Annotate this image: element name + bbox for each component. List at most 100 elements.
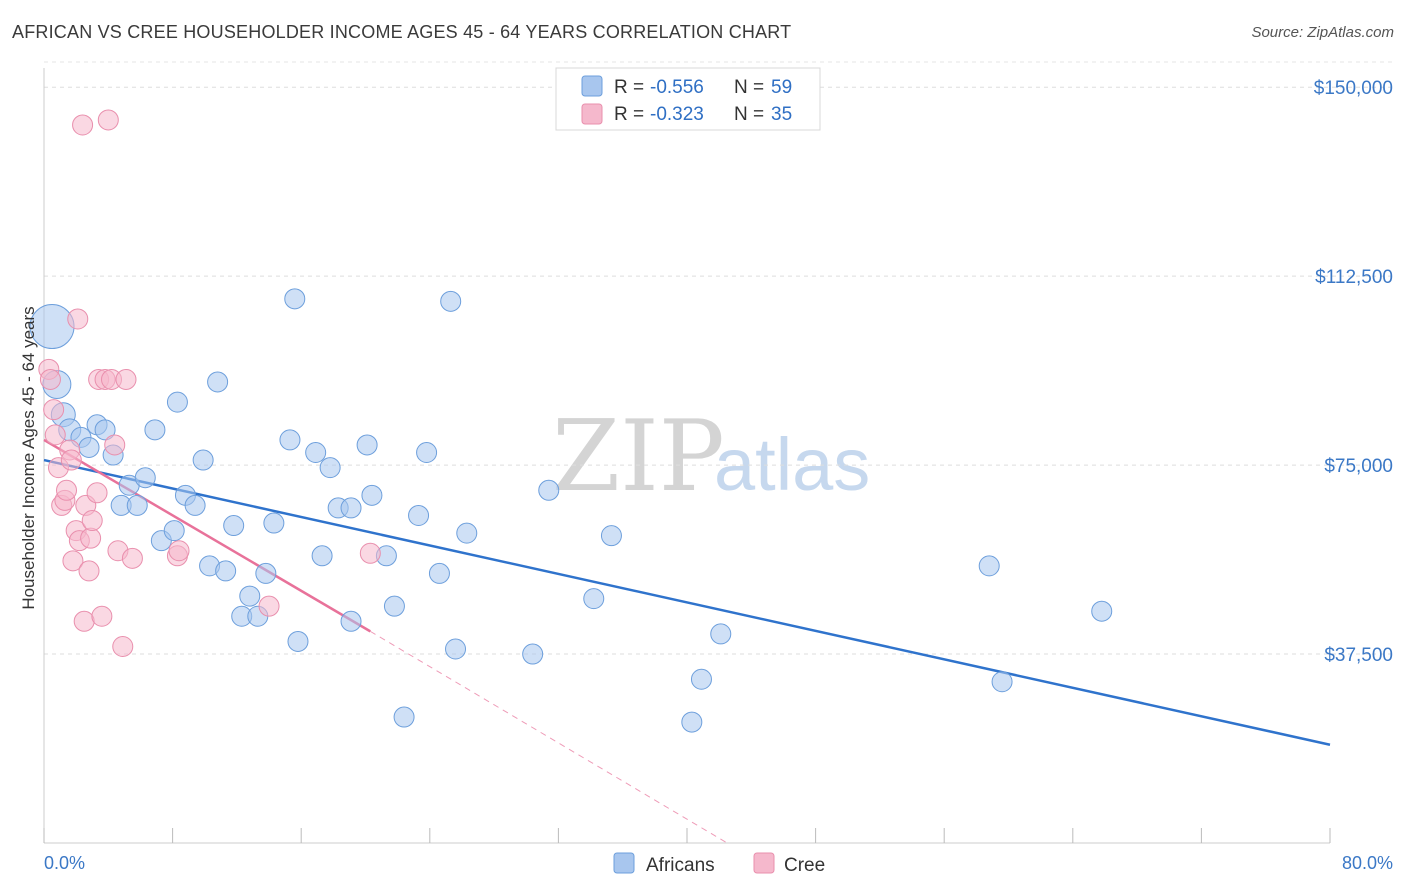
point-africans bbox=[78, 436, 100, 458]
point-africans bbox=[311, 545, 333, 567]
point-cree bbox=[60, 449, 82, 471]
point-africans bbox=[356, 434, 378, 456]
point-africans bbox=[94, 419, 116, 441]
point-africans bbox=[991, 671, 1013, 693]
trend-line-africans bbox=[43, 458, 1331, 746]
point-africans bbox=[192, 449, 214, 471]
y-axis-label: Householder Income Ages 45 - 64 years bbox=[19, 306, 38, 609]
point-africans bbox=[681, 711, 703, 733]
point-cree bbox=[72, 114, 94, 136]
point-africans bbox=[393, 706, 415, 728]
point-africans bbox=[207, 371, 229, 393]
y-tick-label: $112,500 bbox=[1315, 267, 1393, 288]
point-africans bbox=[134, 467, 156, 489]
point-cree bbox=[62, 550, 84, 572]
legend-n-value-africans: 59 bbox=[771, 77, 792, 98]
point-cree bbox=[258, 595, 280, 617]
watermark-atlas: atlas bbox=[714, 423, 870, 506]
point-cree bbox=[67, 308, 89, 330]
point-cree bbox=[44, 424, 66, 446]
point-cree bbox=[56, 479, 78, 501]
point-cree bbox=[91, 605, 113, 627]
trend-extension-cree bbox=[370, 630, 728, 844]
legend-n-label: N = bbox=[734, 77, 764, 98]
point-cree bbox=[97, 109, 119, 131]
legend-r-value-cree: -0.323 bbox=[650, 104, 704, 125]
point-africans bbox=[383, 595, 405, 617]
data-points bbox=[29, 109, 1113, 733]
point-africans bbox=[445, 638, 467, 660]
point-africans bbox=[361, 484, 383, 506]
point-cree bbox=[168, 540, 190, 562]
point-cree bbox=[115, 368, 137, 390]
point-cree bbox=[80, 527, 102, 549]
y-tick-label: $150,000 bbox=[1314, 78, 1393, 99]
trend-line-cree bbox=[43, 438, 371, 633]
point-africans bbox=[340, 610, 362, 632]
point-africans bbox=[305, 442, 327, 463]
point-africans bbox=[287, 630, 309, 652]
point-africans bbox=[163, 520, 185, 542]
point-cree bbox=[39, 368, 61, 390]
legend-swatch-cree bbox=[581, 103, 603, 125]
point-cree bbox=[359, 542, 381, 564]
watermark-zip: ZIP bbox=[552, 400, 725, 514]
point-africans bbox=[319, 457, 341, 479]
bottom-legend-africans: Africans bbox=[646, 855, 715, 876]
y-tick-labels: $37,500 $75,000 $112,500 $150,000 bbox=[1314, 78, 1393, 666]
bottom-legend: Africans Cree bbox=[613, 852, 825, 876]
point-africans bbox=[690, 668, 712, 690]
legend-r-label: R = bbox=[614, 77, 644, 98]
trend-lines bbox=[43, 438, 1331, 844]
x-tick-label-min: 0.0% bbox=[44, 853, 85, 873]
point-africans bbox=[522, 643, 544, 665]
point-africans bbox=[239, 585, 261, 607]
legend-n-label: N = bbox=[734, 104, 764, 125]
point-africans bbox=[126, 494, 148, 516]
point-africans bbox=[279, 429, 301, 451]
point-cree bbox=[86, 482, 108, 504]
bottom-legend-cree: Cree bbox=[784, 855, 825, 876]
point-africans bbox=[428, 562, 450, 584]
point-africans bbox=[600, 525, 622, 547]
legend-swatch-africans bbox=[581, 75, 603, 97]
bottom-legend-swatch-africans bbox=[613, 852, 635, 874]
point-africans bbox=[710, 623, 732, 645]
point-cree bbox=[121, 547, 143, 569]
point-africans bbox=[978, 555, 1000, 577]
point-cree bbox=[78, 560, 100, 582]
point-africans bbox=[583, 588, 605, 610]
point-africans bbox=[223, 515, 245, 537]
point-africans bbox=[263, 512, 285, 534]
y-tick-label: $37,500 bbox=[1324, 645, 1393, 666]
chart-title: AFRICAN VS CREE HOUSEHOLDER INCOME AGES … bbox=[12, 22, 792, 42]
point-cree bbox=[43, 399, 65, 421]
point-africans bbox=[1091, 600, 1113, 622]
point-africans bbox=[538, 479, 560, 501]
point-africans bbox=[340, 497, 362, 519]
point-cree bbox=[73, 610, 95, 632]
gridlines bbox=[44, 61, 1394, 655]
bottom-legend-swatch-cree bbox=[753, 852, 775, 874]
point-africans bbox=[215, 560, 237, 582]
point-africans bbox=[144, 419, 166, 441]
point-africans bbox=[255, 562, 277, 584]
axes bbox=[43, 68, 1331, 844]
point-africans bbox=[166, 391, 188, 413]
point-africans bbox=[184, 494, 206, 516]
x-tick-label-max: 80.0% bbox=[1342, 853, 1393, 873]
source-label: Source: ZipAtlas.com bbox=[1251, 24, 1394, 41]
legend-r-value-africans: -0.556 bbox=[650, 77, 704, 98]
y-tick-label: $75,000 bbox=[1324, 456, 1393, 477]
legend: R = -0.556 N = 59 R = -0.323 N = 35 bbox=[555, 67, 821, 131]
legend-r-label: R = bbox=[614, 104, 644, 125]
point-africans bbox=[456, 522, 478, 544]
point-africans bbox=[440, 290, 462, 312]
point-africans bbox=[416, 442, 438, 463]
point-africans bbox=[408, 504, 430, 526]
legend-n-value-cree: 35 bbox=[771, 104, 792, 125]
point-cree bbox=[112, 635, 134, 657]
point-africans bbox=[284, 288, 306, 310]
point-cree bbox=[104, 434, 126, 456]
